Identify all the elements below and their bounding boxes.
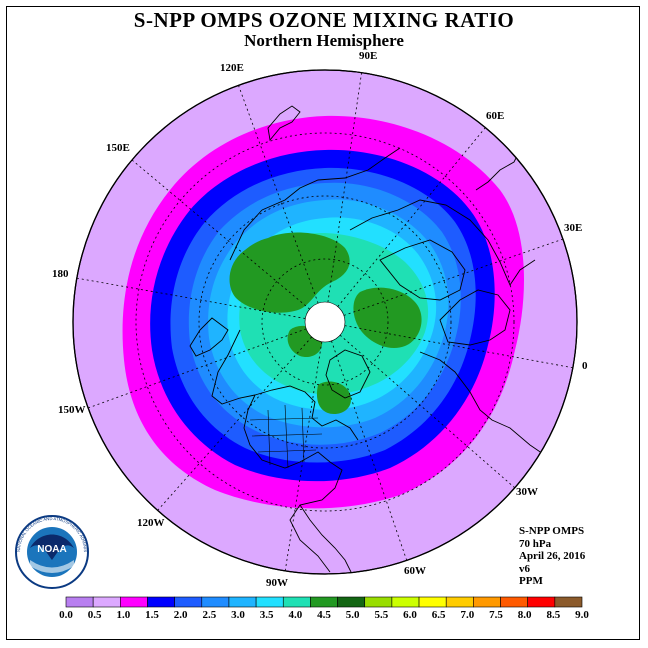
colorbar-tick-label: 3.0 (231, 609, 245, 621)
lon-label-0: 0 (582, 360, 588, 372)
colorbar-tick-label: 6.5 (431, 609, 446, 621)
lon-label-120w: 120W (137, 517, 165, 529)
ozone-blob-green-south (316, 381, 351, 414)
info-instrument: S-NPP OMPS (519, 525, 585, 537)
colorbar-tick-label: 8.0 (517, 609, 532, 621)
map-frame (6, 6, 640, 640)
lon-label-180: 180 (52, 268, 69, 280)
colorbar-tick-label: 1.0 (116, 609, 131, 621)
colorbar-tick-label: 6.0 (403, 609, 417, 621)
colorbar-tick-label: 5.0 (345, 609, 360, 621)
colorbar-tick-label: 2.5 (202, 609, 217, 621)
colorbar-tick-label: 4.5 (317, 609, 331, 621)
polar-gap (304, 301, 346, 343)
colorbar-tick-label: 7.5 (489, 609, 503, 621)
graticule (75, 70, 575, 573)
lon-label-30w: 30W (516, 486, 538, 498)
lon-label-60w: 60W (404, 565, 426, 577)
colorbar-tick-label: 8.5 (546, 609, 561, 621)
colorbar-tick-label: 4.0 (288, 609, 303, 621)
map-title: S-NPP OMPS OZONE MIXING RATIO (133, 8, 515, 32)
lon-label-150e: 150E (106, 142, 130, 154)
coastlines (189, 105, 571, 574)
lon-label-30e: 30E (564, 222, 583, 234)
ozone-blob-green-west (229, 232, 350, 313)
colorbar-tick-label: 9.0 (575, 609, 589, 621)
lon-label-120e: 120E (220, 62, 244, 74)
info-units: PPM (519, 575, 543, 587)
lon-label-90w: 90W (266, 577, 288, 589)
info-date: April 26, 2016 (519, 550, 586, 562)
colorbar-tick-label: 3.5 (259, 609, 274, 621)
map-edge (72, 69, 578, 575)
colorbar-tick-label: 5.5 (374, 609, 389, 621)
colorbar-tick-label: 1.5 (145, 609, 159, 621)
lon-label-150w: 150W (58, 404, 86, 416)
lon-label-90e: 90E (359, 50, 378, 62)
colorbar-tick-label: 2.0 (173, 609, 188, 621)
lon-label-60e: 60E (486, 110, 505, 122)
info-block: S-NPP OMPS 70 hPa April 26, 2016 v6 PPM (519, 525, 585, 588)
info-version: v6 (519, 562, 530, 575)
colorbar-tick-label: 0.5 (87, 609, 102, 621)
colorbar-tick-label: 7.0 (460, 609, 475, 621)
info-level: 70 hPa (519, 537, 552, 550)
map-subtitle: Northern Hemisphere (244, 31, 404, 50)
colorbar-tick-label: 0.0 (59, 609, 73, 621)
